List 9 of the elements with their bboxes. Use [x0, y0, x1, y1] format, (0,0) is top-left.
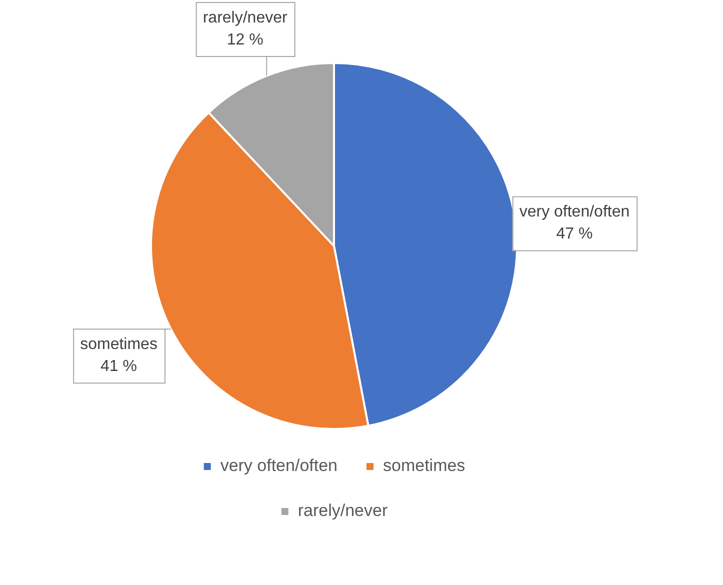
legend-label: very often/often: [220, 456, 338, 476]
data-label: 41 %: [100, 358, 138, 376]
data-label: 47 %: [556, 226, 593, 243]
slice-label: very often/often: [519, 204, 630, 221]
slice-label: sometimes: [80, 336, 158, 354]
data-label: 12 %: [226, 31, 264, 48]
legend-label: sometimes: [383, 456, 466, 476]
legend-label: rarely/never: [298, 501, 388, 520]
slice-label: rarely/never: [202, 9, 288, 26]
